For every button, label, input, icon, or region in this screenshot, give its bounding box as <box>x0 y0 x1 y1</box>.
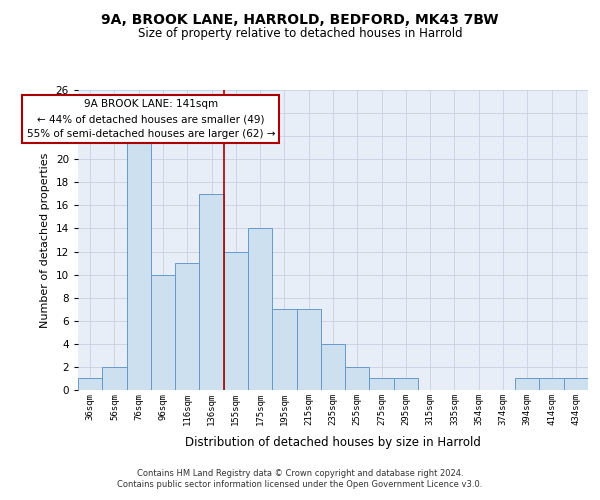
Bar <box>199 194 224 390</box>
Bar <box>345 367 370 390</box>
Bar <box>370 378 394 390</box>
Text: Distribution of detached houses by size in Harrold: Distribution of detached houses by size … <box>185 436 481 449</box>
Text: 9A, BROOK LANE, HARROLD, BEDFORD, MK43 7BW: 9A, BROOK LANE, HARROLD, BEDFORD, MK43 7… <box>101 12 499 26</box>
Bar <box>102 367 127 390</box>
Y-axis label: Number of detached properties: Number of detached properties <box>40 152 50 328</box>
Bar <box>272 309 296 390</box>
Text: Contains HM Land Registry data © Crown copyright and database right 2024.: Contains HM Land Registry data © Crown c… <box>137 468 463 477</box>
Bar <box>515 378 539 390</box>
Text: 9A BROOK LANE: 141sqm
← 44% of detached houses are smaller (49)
55% of semi-deta: 9A BROOK LANE: 141sqm ← 44% of detached … <box>26 99 275 139</box>
Text: Size of property relative to detached houses in Harrold: Size of property relative to detached ho… <box>137 28 463 40</box>
Bar <box>224 252 248 390</box>
Bar <box>127 136 151 390</box>
Bar <box>248 228 272 390</box>
Bar <box>296 309 321 390</box>
Bar <box>78 378 102 390</box>
Bar <box>175 263 199 390</box>
Bar <box>394 378 418 390</box>
Bar <box>151 274 175 390</box>
Text: Contains public sector information licensed under the Open Government Licence v3: Contains public sector information licen… <box>118 480 482 489</box>
Bar <box>564 378 588 390</box>
Bar <box>539 378 564 390</box>
Bar <box>321 344 345 390</box>
